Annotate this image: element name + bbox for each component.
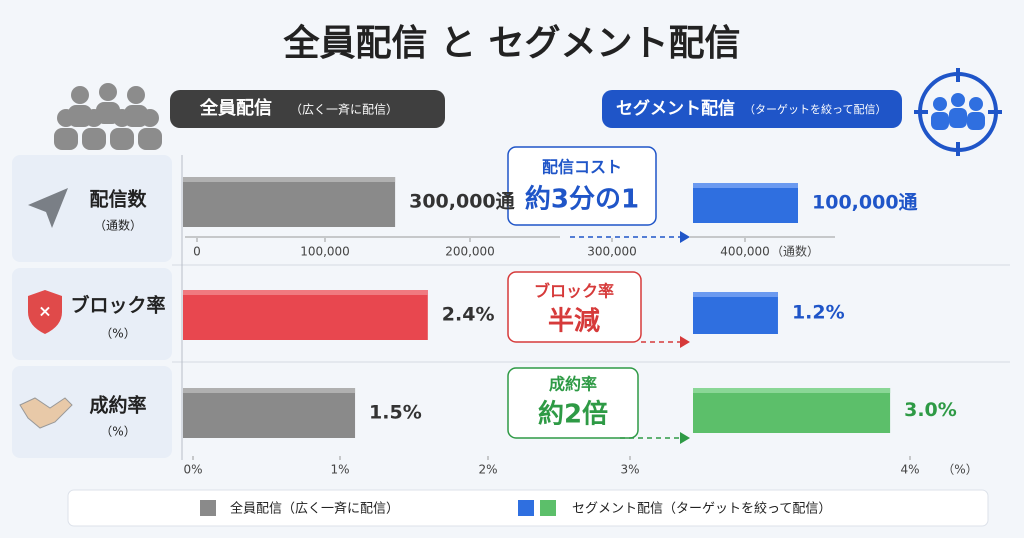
row-panel xyxy=(12,268,172,360)
arrow-head xyxy=(680,231,690,243)
bar-highlight xyxy=(183,177,396,182)
row-label: 配信数 xyxy=(89,188,147,211)
tick-label: 0 xyxy=(193,245,201,259)
row-unit: （%） xyxy=(100,327,135,341)
shield-x: × xyxy=(38,302,51,321)
tick-label: 0% xyxy=(183,463,202,477)
callout-box xyxy=(507,367,639,439)
tick-label: 3% xyxy=(620,463,639,477)
right-header-pill xyxy=(602,90,902,128)
legend-label: セグメント配信（ターゲットを絞って配信） xyxy=(572,502,831,517)
value-label: 300,000通 xyxy=(409,191,516,213)
target-icon xyxy=(914,68,1002,156)
tick-label: 400,000 xyxy=(720,245,770,259)
callout-box xyxy=(507,146,657,226)
row-panel xyxy=(12,155,172,262)
value-label: 3.0% xyxy=(904,399,957,421)
bar xyxy=(693,292,778,334)
bar xyxy=(693,388,891,433)
callout-top: 成約率 xyxy=(549,375,597,394)
legend-swatch xyxy=(518,500,534,516)
tick-label: 4% xyxy=(900,463,919,477)
bar xyxy=(183,290,428,340)
left-header-pill xyxy=(170,90,445,128)
value-label: 1.5% xyxy=(369,402,422,424)
row-label: 成約率 xyxy=(89,394,146,417)
legend-swatch xyxy=(540,500,556,516)
value-label: 100,000通 xyxy=(812,192,919,214)
axis-unit: （%） xyxy=(942,463,977,477)
handshake-icon xyxy=(19,397,73,429)
tick-label: 200,000 xyxy=(445,245,495,259)
callout-box xyxy=(507,271,642,343)
bar xyxy=(693,183,798,223)
left-header: 全員配信 xyxy=(199,97,272,119)
row-unit: （%） xyxy=(100,425,135,439)
callout-main: 半減 xyxy=(548,307,600,337)
bar-highlight xyxy=(693,388,891,393)
arrow-head xyxy=(680,432,690,444)
callout-main: 約3分の1 xyxy=(525,184,639,215)
title: 全員配信 と セグメント配信 xyxy=(282,22,740,64)
left-header-sub: （広く一斉に配信） xyxy=(290,102,398,117)
value-label: 1.2% xyxy=(792,302,845,324)
tick-label: 1% xyxy=(330,463,349,477)
right-header-sub: （ターゲットを絞って配信） xyxy=(744,102,886,116)
callout-top: ブロック率 xyxy=(534,282,614,301)
row-unit: （通数） xyxy=(94,218,142,233)
row-panel xyxy=(12,366,172,458)
bar xyxy=(183,388,356,438)
bar-highlight xyxy=(183,290,428,295)
people-icon xyxy=(54,83,162,150)
arrow-head xyxy=(680,336,690,348)
callout-top: 配信コスト xyxy=(542,158,622,177)
bar-highlight xyxy=(693,183,798,188)
value-label: 2.4% xyxy=(442,304,495,326)
legend-label: 全員配信（広く一斉に配信） xyxy=(230,501,399,517)
paper-plane-icon xyxy=(28,188,68,228)
tick-label: 2% xyxy=(478,463,497,477)
shield-icon xyxy=(28,290,62,334)
bar xyxy=(183,177,396,227)
bar-highlight xyxy=(183,388,356,393)
right-header: セグメント配信 xyxy=(616,98,735,119)
row-label: ブロック率 xyxy=(70,294,165,317)
tick-label: 100,000 xyxy=(300,245,350,259)
bar-highlight xyxy=(693,292,778,297)
legend-swatch xyxy=(200,500,216,516)
tick-label: 300,000 xyxy=(587,245,637,259)
axis-unit: （通数） xyxy=(771,244,819,259)
callout-main: 約2倍 xyxy=(538,399,608,430)
